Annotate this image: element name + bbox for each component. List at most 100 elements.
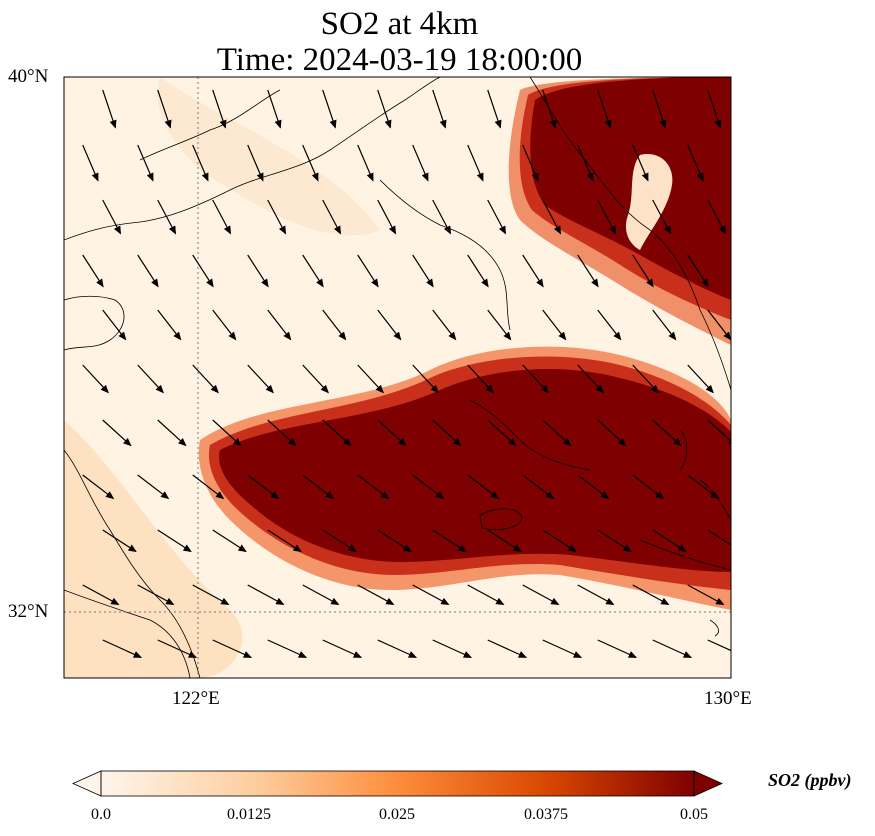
colorbar [72,770,723,797]
wind-arrow [707,199,727,235]
wind-arrow [102,639,143,658]
wind-arrow [412,474,445,500]
wind-arrow [322,199,342,235]
wind-arrow [707,419,731,447]
wind-arrow [192,254,214,288]
wind-arrow [522,144,539,182]
wind-arrow [522,474,555,500]
wind-arrow [82,474,115,500]
wind-arrow [102,419,132,447]
wind-arrow [322,529,357,553]
wind-arrow [743,585,779,604]
wind-arrow [652,639,693,658]
wind-arrow [632,474,665,500]
wind-arrow [302,254,324,288]
wind-arrow [322,639,363,658]
colorbar-label: SO2 (ppbv) [768,770,852,790]
wind-arrow [137,364,164,394]
wind-arrow [707,639,731,652]
wind-arrow [267,529,302,553]
wind-arrow [322,419,352,447]
wind-arrow [763,90,776,128]
wind-arrow [412,584,450,605]
gridlines [64,77,731,678]
wind-arrow [763,530,796,551]
wind-arrow [707,309,731,341]
wind-arrow [467,144,484,182]
wind-arrow [432,639,473,658]
wind-arrow [577,364,604,394]
wind-arrow [652,199,672,235]
wind-arrow [82,144,99,182]
wind-arrow [597,419,627,447]
wind-arrow [597,529,632,553]
colorbar-tick: 0.0 [91,806,111,823]
wind-arrow [267,89,282,129]
wind-arrow [192,474,225,500]
wind-vectors [82,89,796,658]
wind-arrow [542,419,572,447]
wind-arrow [357,144,374,182]
wind-arrow [137,584,175,605]
wind-arrow [247,584,285,605]
wind-arrow [763,420,791,445]
wind-arrow [652,89,667,129]
wind-arrow [632,584,670,605]
wind-arrow [487,89,502,129]
wind-arrow [137,144,154,182]
wind-arrow [137,254,159,288]
coastlines [64,77,731,678]
wind-arrow [302,144,319,182]
colorbar-tick: 0.0125 [227,806,271,823]
wind-arrow [487,639,528,658]
wind-arrow [322,89,337,129]
wind-arrow [542,639,583,658]
wind-arrow [212,89,227,129]
wind-arrow [267,419,297,447]
colorbar-tick: 0.05 [680,806,708,823]
wind-arrow [247,254,269,288]
wind-arrow [522,584,560,605]
wind-arrow [542,309,567,341]
wind-arrow [763,310,786,339]
wind-arrow [247,364,274,394]
map-title: SO2 at 4km [320,6,479,42]
wind-arrow [212,639,253,658]
wind-arrow [102,309,127,341]
wind-arrow [577,474,610,500]
wind-arrow [357,584,395,605]
wind-arrow [357,474,390,500]
wind-arrow [487,419,517,447]
wind-arrow [432,419,462,447]
wind-arrow [652,529,687,553]
wind-arrow [743,145,758,181]
wind-arrow [487,199,507,235]
wind-arrow [82,254,104,288]
wind-arrow [247,474,280,500]
wind-arrow [212,419,242,447]
wind-arrow [82,584,120,605]
wind-arrow [707,529,731,546]
wind-arrow [487,309,512,341]
colorbar-tick: 0.025 [379,806,415,823]
wind-arrow [247,144,264,182]
wind-arrow [542,89,557,129]
wind-arrow [102,529,137,553]
wind-arrow [412,144,429,182]
wind-arrow [542,529,577,553]
wind-arrow [597,309,622,341]
wind-arrow [687,254,709,288]
wind-arrow [377,419,407,447]
wind-arrow [412,254,434,288]
wind-arrow [212,529,247,553]
wind-arrow [357,254,379,288]
wind-arrow [432,199,452,235]
wind-arrow [412,364,439,394]
wind-arrow [577,584,615,605]
wind-arrow [687,364,714,394]
wind-arrow [377,89,392,129]
wind-arrow [267,639,308,658]
wind-arrow [467,254,489,288]
wind-arrow [487,529,522,553]
